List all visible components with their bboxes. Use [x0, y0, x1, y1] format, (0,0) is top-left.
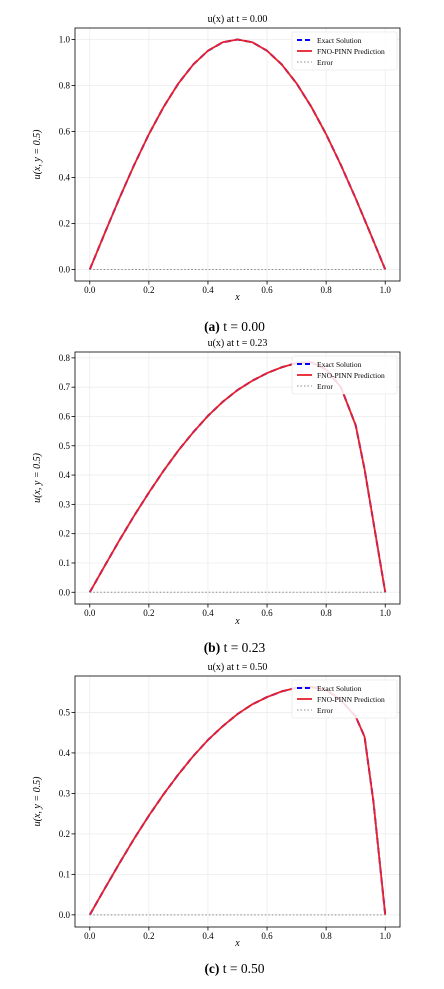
y-tick-label: 0.5	[59, 441, 71, 451]
x-tick-label: 0.6	[261, 931, 273, 941]
caption-letter: (a)	[204, 319, 220, 334]
y-tick-label: 0.5	[59, 707, 71, 717]
y-tick-label: 0.6	[59, 411, 71, 421]
chart-title: u(x) at t = 0.50	[208, 662, 268, 673]
y-tick-label: 0.7	[59, 382, 71, 392]
x-tick-label: 0.4	[202, 285, 214, 295]
caption-letter: (b)	[204, 640, 221, 655]
subfigure-caption: (b) t = 0.23	[204, 640, 266, 655]
chart-panel-3: 0.0 0.2 0.4 0.6 0.8 1.0 0.0 0.1 0.2 0.3 0.4 0.5 u(x)…	[32, 662, 401, 976]
y-tick-label: 0.0	[59, 587, 71, 597]
legend-box	[291, 679, 398, 719]
y-tick-label: 0.4	[59, 748, 71, 758]
legend-box	[291, 31, 398, 71]
y-tick-label: 0.8	[59, 81, 71, 91]
chart-panel-1: 0.0 0.2 0.4 0.6 0.8 1.0 0.0 0.2 0.4 0.6 0.8 1.0 u(x)…	[32, 14, 401, 334]
y-tick-label: 0.6	[59, 127, 71, 137]
y-tick-label: 0.2	[59, 529, 70, 539]
caption-letter: (c)	[204, 961, 219, 976]
x-tick-label: 0.4	[202, 608, 214, 618]
x-tick-label: 0.2	[143, 285, 154, 295]
x-tick-label: 1.0	[380, 285, 392, 295]
legend-label-error: Error	[317, 382, 333, 391]
y-tick-label: 0.3	[59, 499, 71, 509]
series-line-solid	[88, 38, 387, 270]
subfigure-caption: (c) t = 0.50	[204, 961, 264, 976]
plot-frame	[74, 675, 401, 928]
y-tick-label: 0.2	[59, 219, 70, 229]
y-axis-label: u(x, y = 0.5)	[32, 452, 43, 502]
legend-label-pred: FNO-PINN Prediction	[317, 47, 385, 56]
legend-label-exact: Exact Solution	[317, 36, 362, 45]
legend-label-error: Error	[317, 58, 333, 67]
plot-frame	[74, 27, 401, 282]
x-axis-label: x	[234, 292, 240, 303]
x-tick-label: 0.8	[321, 608, 333, 618]
x-tick-label: 0.6	[261, 285, 273, 295]
subfigure-caption: (a) t = 0.00	[204, 319, 265, 334]
y-tick-label: 0.1	[59, 869, 70, 879]
y-tick-label: 1.0	[59, 35, 71, 45]
y-axis-label: u(x, y = 0.5)	[32, 129, 43, 179]
x-axis-label: x	[234, 616, 240, 627]
y-tick-label: 0.4	[59, 173, 71, 183]
series-line-solid	[88, 686, 387, 916]
x-tick-label: 0.0	[84, 285, 96, 295]
x-tick-label: 0.0	[84, 931, 96, 941]
legend-label-pred: FNO-PINN Prediction	[317, 695, 385, 704]
legend-label-exact: Exact Solution	[317, 360, 362, 369]
x-tick-label: 1.0	[380, 608, 392, 618]
caption-text: t = 0.00	[220, 319, 265, 334]
y-axis-label: u(x, y = 0.5)	[32, 776, 43, 826]
series-line-solid	[88, 361, 387, 593]
y-tick-label: 0.1	[59, 558, 70, 568]
chart-title: u(x) at t = 0.23	[208, 338, 268, 349]
y-tick-label: 0.8	[59, 353, 71, 363]
legend-box	[291, 355, 398, 395]
y-tick-label: 0.3	[59, 788, 71, 798]
y-tick-label: 0.4	[59, 470, 71, 480]
legend-label-exact: Exact Solution	[317, 684, 362, 693]
x-tick-label: 0.4	[202, 931, 214, 941]
y-tick-label: 0.0	[59, 910, 71, 920]
chart-title: u(x) at t = 0.00	[208, 14, 268, 25]
x-tick-label: 0.2	[143, 608, 154, 618]
legend-label-pred: FNO-PINN Prediction	[317, 371, 385, 380]
plot-frame	[74, 351, 401, 605]
x-tick-label: 0.2	[143, 931, 154, 941]
x-tick-label: 0.8	[321, 931, 333, 941]
chart-panel-2: 0.0 0.2 0.4 0.6 0.8 1.0 0.0 0.1 0.2 0.3 0.4 0.5 0.6 0…	[32, 338, 401, 655]
y-tick-label: 0.0	[59, 265, 71, 275]
caption-text: t = 0.50	[219, 961, 264, 976]
y-tick-label: 0.2	[59, 829, 70, 839]
x-axis-label: x	[234, 938, 240, 949]
x-tick-label: 0.6	[261, 608, 273, 618]
x-tick-label: 1.0	[380, 931, 392, 941]
caption-text: t = 0.23	[220, 640, 265, 655]
x-tick-label: 0.0	[84, 608, 96, 618]
x-tick-label: 0.8	[321, 285, 333, 295]
legend-label-error: Error	[317, 706, 333, 715]
